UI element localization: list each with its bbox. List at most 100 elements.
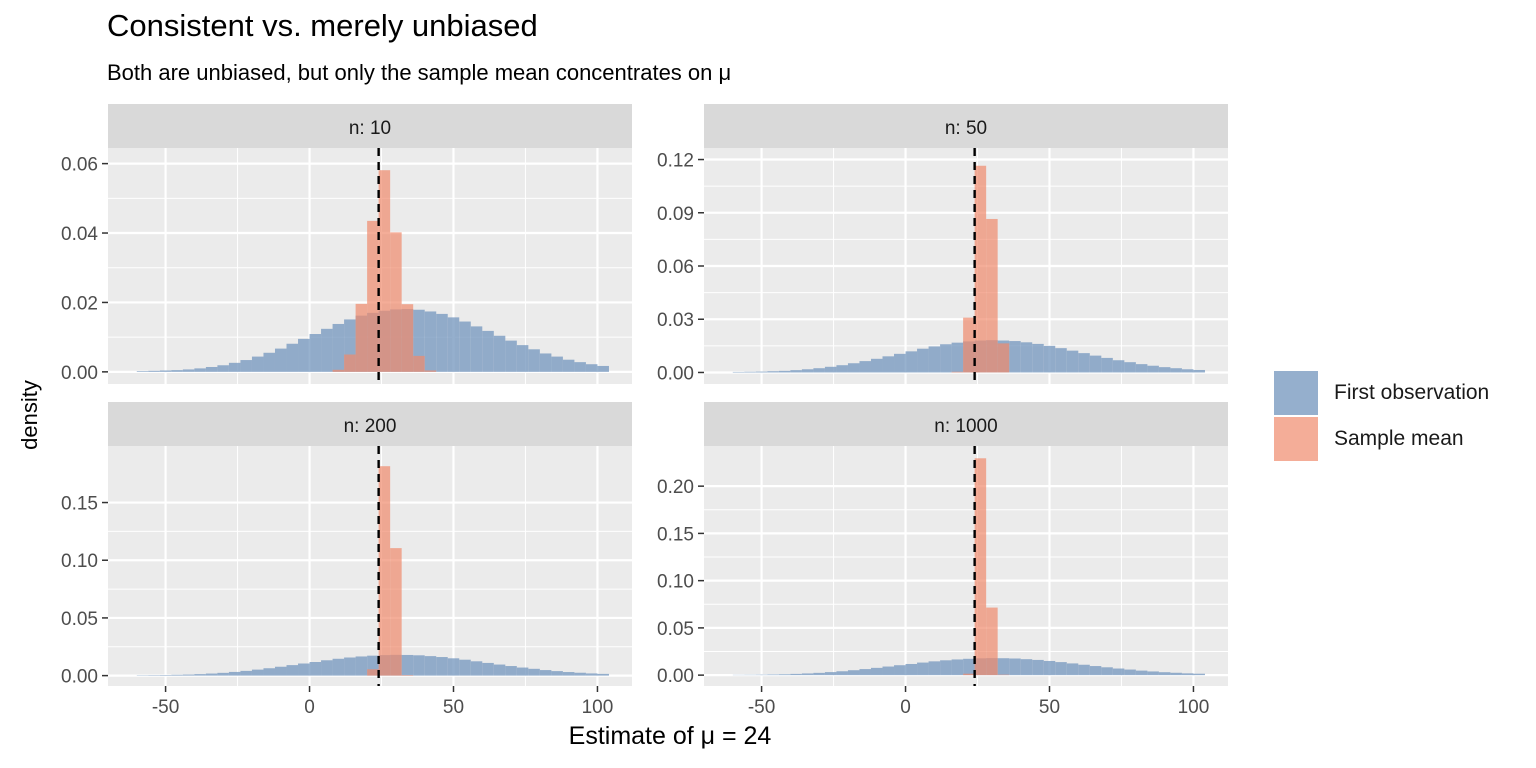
- bar-first-observation: [332, 323, 345, 372]
- bar-sample-mean: [367, 669, 379, 676]
- y-tick-label: 0.10: [657, 572, 694, 593]
- bar-first-observation: [882, 666, 895, 676]
- facet-strip: [704, 402, 1228, 446]
- bar-first-observation: [1147, 671, 1159, 676]
- bar-first-observation: [1135, 364, 1148, 373]
- facet-panel-2: n: 50 0.00 0.03 0.06 0.09 0.12: [657, 104, 1228, 384]
- x-tick-label: -50: [152, 697, 179, 718]
- bar-first-observation: [894, 665, 906, 676]
- bar-first-observation: [870, 667, 883, 676]
- bar-first-observation: [767, 674, 779, 676]
- y-axis-label: density: [17, 380, 42, 450]
- bar-first-observation: [136, 371, 149, 372]
- bar-sample-mean: [332, 369, 345, 372]
- bar-first-observation: [917, 348, 929, 373]
- bar-first-observation: [367, 655, 379, 676]
- bar-first-observation: [228, 671, 241, 676]
- bar-sample-mean: [401, 304, 414, 372]
- bar-sample-mean: [951, 371, 964, 373]
- bar-first-observation: [1020, 659, 1033, 676]
- bar-sample-mean: [997, 343, 1010, 373]
- bar-first-observation: [790, 370, 802, 373]
- bar-first-observation: [240, 670, 252, 676]
- bar-first-observation: [1032, 659, 1044, 676]
- bar-first-observation: [1009, 658, 1021, 676]
- y-tick-label: 0.00: [61, 363, 98, 384]
- legend-key-first-observation: [1274, 371, 1318, 415]
- legend-label-first-observation: First observation: [1334, 381, 1490, 404]
- facet-strip: [704, 104, 1228, 148]
- bar-first-observation: [1193, 369, 1205, 373]
- bar-first-observation: [516, 667, 529, 676]
- bar-first-observation: [1147, 365, 1159, 373]
- bar-first-observation: [813, 672, 825, 676]
- bar-first-observation: [562, 672, 575, 676]
- bar-first-observation: [928, 346, 941, 373]
- bar-sample-mean: [378, 170, 391, 372]
- bar-first-observation: [309, 662, 322, 676]
- x-tick-label: 100: [582, 697, 614, 718]
- y-tick-label: 0.00: [657, 666, 694, 687]
- bar-first-observation: [1032, 343, 1044, 373]
- bar-first-observation: [344, 319, 356, 372]
- bar-first-observation: [424, 311, 437, 372]
- bar-sample-mean: [424, 370, 437, 372]
- bar-first-observation: [493, 335, 506, 372]
- y-tick-label: 0.20: [657, 477, 694, 498]
- bar-first-observation: [482, 662, 494, 676]
- bar-first-observation: [263, 352, 275, 372]
- bar-first-observation: [332, 658, 345, 676]
- bar-first-observation: [585, 673, 598, 676]
- bar-first-observation: [836, 671, 848, 676]
- facet-panel-3: n: 200 0.00 0.05 0.10 0.15 -50 0 50 100: [61, 402, 632, 718]
- facet-panel-1: n: 10 0.00 0.02 0.04 0.06: [61, 104, 632, 384]
- bar-first-observation: [286, 343, 299, 372]
- x-axis-label: Estimate of μ = 24: [568, 722, 772, 750]
- x-tick-label: 50: [443, 697, 464, 718]
- bar-first-observation: [217, 365, 229, 372]
- bar-first-observation: [1158, 672, 1171, 676]
- bar-first-observation: [159, 675, 172, 676]
- bar-first-observation: [1170, 368, 1182, 373]
- bar-first-observation: [286, 665, 299, 676]
- bar-first-observation: [470, 326, 483, 372]
- bar-first-observation: [194, 674, 206, 676]
- bar-first-observation: [824, 366, 837, 373]
- bar-first-observation: [951, 659, 964, 676]
- bar-first-observation: [436, 313, 448, 372]
- bar-first-observation: [1009, 341, 1021, 373]
- bar-first-observation: [778, 370, 791, 373]
- facet-strip: [108, 104, 632, 148]
- bar-first-observation: [447, 658, 460, 676]
- bar-sample-mean: [974, 458, 987, 676]
- bar-first-observation: [413, 309, 425, 372]
- x-tick-label: -50: [748, 697, 775, 718]
- bar-first-observation: [574, 362, 586, 372]
- bar-first-observation: [436, 657, 448, 676]
- facet-strip: [108, 402, 632, 446]
- bar-first-observation: [493, 664, 506, 676]
- bar-first-observation: [551, 356, 563, 372]
- bar-first-observation: [251, 356, 264, 372]
- bar-first-observation: [321, 328, 333, 372]
- bar-first-observation: [732, 371, 745, 373]
- bar-first-observation: [263, 668, 275, 676]
- bar-first-observation: [539, 353, 552, 372]
- y-tick-label: 0.09: [657, 204, 694, 225]
- bar-first-observation: [228, 362, 241, 372]
- bar-first-observation: [597, 673, 609, 676]
- bar-sample-mean: [390, 232, 402, 372]
- bar-first-observation: [459, 659, 471, 676]
- facet-panel-4: n: 1000 0.00 0.05 0.10 0.15 0.20 -50 0 50 100: [657, 402, 1228, 718]
- bar-first-observation: [917, 662, 929, 676]
- bar-first-observation: [894, 353, 906, 373]
- bar-first-observation: [963, 658, 975, 676]
- y-tick-label: 0.00: [657, 363, 694, 384]
- bar-first-observation: [859, 669, 871, 676]
- bar-first-observation: [182, 369, 195, 372]
- bar-first-observation: [755, 371, 768, 373]
- bar-first-observation: [997, 658, 1010, 676]
- y-tick-label: 0.03: [657, 310, 694, 331]
- bar-first-observation: [859, 361, 871, 373]
- bar-first-observation: [505, 340, 517, 372]
